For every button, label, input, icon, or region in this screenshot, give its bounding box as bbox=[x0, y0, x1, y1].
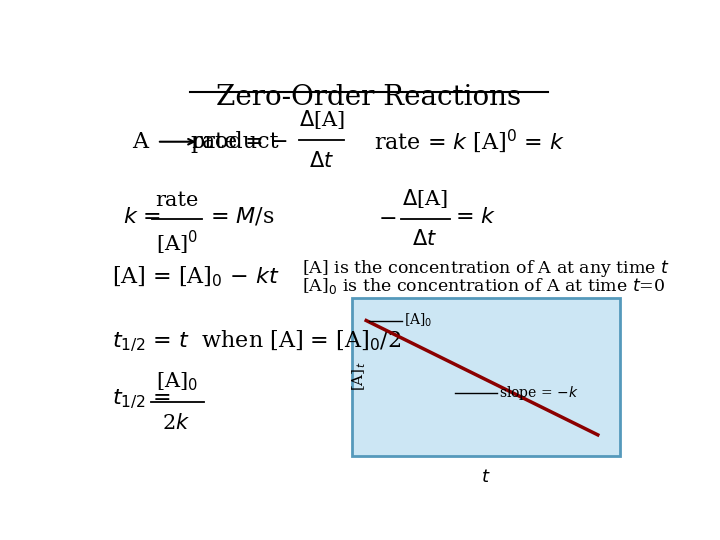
Text: $\it{t}_{1/2}$ =: $\it{t}_{1/2}$ = bbox=[112, 388, 171, 411]
Text: $\it{k}$ =: $\it{k}$ = bbox=[124, 206, 162, 227]
Text: $\Delta$[A]: $\Delta$[A] bbox=[402, 187, 448, 210]
Text: rate: rate bbox=[155, 191, 198, 210]
Text: Zero-Order Reactions: Zero-Order Reactions bbox=[217, 84, 521, 111]
Text: rate = $\it{k}$ [A]$^0$ = $\it{k}$: rate = $\it{k}$ [A]$^0$ = $\it{k}$ bbox=[374, 128, 565, 156]
Bar bbox=[352, 298, 620, 456]
Text: rate = $-$: rate = $-$ bbox=[191, 131, 288, 153]
Text: $\Delta\it{t}$: $\Delta\it{t}$ bbox=[413, 229, 437, 249]
Text: [A]$_0$ is the concentration of A at time $\it{t}$=0: [A]$_0$ is the concentration of A at tim… bbox=[302, 276, 665, 296]
Text: [A]$_t$: [A]$_t$ bbox=[350, 362, 368, 392]
Text: [A]$^0$: [A]$^0$ bbox=[156, 229, 197, 257]
Text: [A]$_0$: [A]$_0$ bbox=[404, 312, 433, 329]
Text: A: A bbox=[132, 131, 148, 153]
Text: $\it{t}_{1/2}$ = $\it{t}$  when [A] = [A]$_0$/2: $\it{t}_{1/2}$ = $\it{t}$ when [A] = [A]… bbox=[112, 329, 402, 354]
Text: $\Delta$[A]: $\Delta$[A] bbox=[299, 109, 344, 131]
Text: [A]$_0$: [A]$_0$ bbox=[156, 370, 197, 393]
Text: $\Delta\it{t}$: $\Delta\it{t}$ bbox=[309, 151, 334, 171]
Text: slope = $-\it{k}$: slope = $-\it{k}$ bbox=[499, 384, 579, 402]
Text: $-$: $-$ bbox=[377, 206, 396, 227]
Text: 2$\it{k}$: 2$\it{k}$ bbox=[163, 413, 191, 433]
Text: $\it{t}$: $\it{t}$ bbox=[482, 468, 491, 486]
Text: product: product bbox=[191, 131, 279, 153]
Text: [A] is the concentration of A at any time $\it{t}$: [A] is the concentration of A at any tim… bbox=[302, 258, 670, 279]
Text: [A] = [A]$_0$ $-$ $\it{kt}$: [A] = [A]$_0$ $-$ $\it{kt}$ bbox=[112, 265, 280, 289]
Text: = $\it{M}$/s: = $\it{M}$/s bbox=[210, 206, 274, 227]
Text: = $\it{k}$: = $\it{k}$ bbox=[456, 206, 497, 227]
